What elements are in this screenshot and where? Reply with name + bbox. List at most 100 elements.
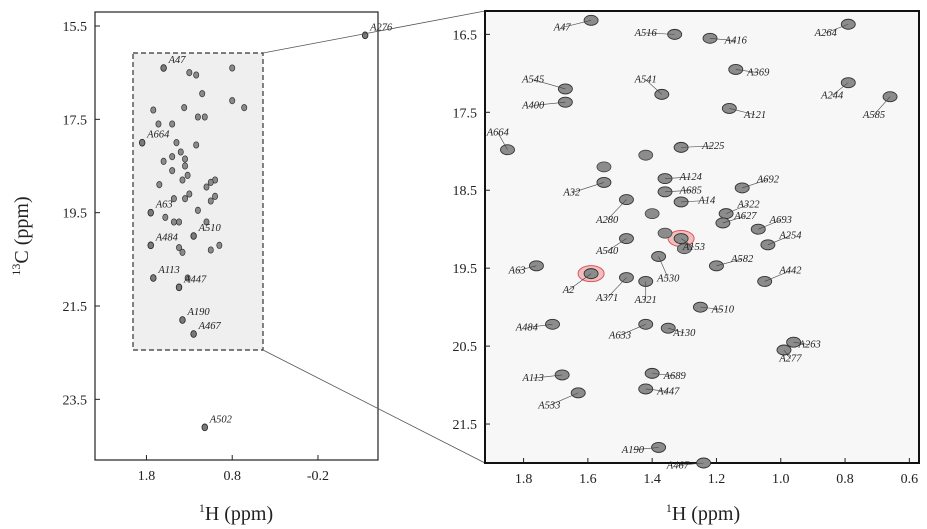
peak-label: A254	[778, 231, 802, 242]
peak-label: A484	[515, 323, 539, 334]
peak-point	[229, 97, 236, 105]
overview-peaks: A47 A276 A664 A63 A484 A510 A113 A447 A190 A467 A5…	[138, 22, 393, 432]
peak-label: A533	[537, 400, 560, 411]
peak-label: A63	[155, 200, 173, 211]
peak-point	[150, 106, 157, 114]
peak-label: A530	[656, 273, 680, 284]
peak-label: A47	[553, 22, 572, 33]
x-tick-label: 1.8	[138, 469, 156, 484]
peak-label: A627	[733, 211, 757, 222]
y-tick-label: 23.5	[63, 393, 88, 408]
peak-point	[203, 183, 210, 191]
y-tick-label: 17.5	[453, 106, 478, 121]
peak-point	[216, 241, 223, 249]
peak-point	[179, 248, 186, 256]
peak-leader-line	[735, 69, 759, 73]
peak-label: A280	[595, 215, 619, 226]
peak-point	[176, 218, 182, 226]
peak-label: A447	[183, 274, 207, 285]
peak-label: A121	[743, 110, 766, 121]
peak-label: A664	[146, 130, 170, 141]
peak-leader-line	[533, 374, 563, 379]
peak-label: A190	[186, 307, 210, 318]
peak-point	[207, 246, 214, 254]
overview-x-axis-title: 1H (ppm)	[199, 501, 273, 525]
peak-leader-line	[677, 462, 704, 466]
peak-point	[190, 330, 197, 338]
peak-point	[207, 197, 214, 205]
peak-leader-line	[645, 32, 675, 35]
x-tick-label: 0.8	[223, 469, 241, 484]
peak-leader-line	[645, 388, 669, 392]
peak-label: A263	[798, 340, 821, 351]
peak-leader-line	[606, 199, 627, 221]
peak-label: A510	[198, 223, 222, 234]
peak-label: A63	[508, 266, 526, 277]
peak-label: A467	[666, 460, 690, 471]
peak-leader-line	[722, 215, 746, 224]
peak-leader-line	[568, 273, 592, 291]
zoomed-peak-labels: A47 A516 A416 A264 A369 A541 A545 A400 A244 A121 A…	[486, 20, 891, 471]
peak-point	[169, 120, 176, 128]
peak-label: A692	[756, 174, 780, 185]
peak-point	[207, 178, 214, 186]
peak-label: A14	[697, 195, 716, 206]
y-tick-label: 17.5	[63, 113, 88, 128]
peak-label: A124	[679, 172, 703, 183]
peak-point	[179, 176, 186, 184]
x-tick-label: 1.8	[515, 472, 533, 487]
peak-leader-line	[681, 145, 714, 148]
peak-leader-line	[681, 200, 707, 203]
peak-point	[150, 274, 157, 282]
peak-point	[184, 171, 191, 179]
peak-point	[169, 167, 176, 175]
y-tick-label: 21.5	[453, 418, 478, 433]
peak-point	[179, 316, 186, 324]
x-tick-label: 1.4	[643, 472, 661, 487]
peak-leader-line	[665, 176, 691, 179]
peak-label: A190	[621, 445, 645, 456]
peak-leader-line	[725, 204, 749, 214]
peak-leader-line	[710, 37, 736, 42]
peak-point	[182, 162, 188, 170]
peak-point	[169, 153, 176, 161]
peak-label: A502	[209, 414, 233, 425]
y-tick-label: 19.5	[453, 262, 478, 277]
peak-point	[160, 157, 167, 165]
peak-point	[177, 148, 184, 156]
peak-point	[201, 423, 208, 432]
peak-point	[193, 71, 200, 79]
peak-leader-line	[873, 96, 891, 115]
peak-leader-line	[517, 265, 537, 271]
peak-point	[194, 206, 201, 214]
peak-leader-line	[764, 270, 791, 282]
peak-leader-line	[767, 235, 791, 246]
zoom-connector-top	[262, 10, 486, 54]
peak-label: A276	[369, 22, 393, 33]
peak-leader-line	[668, 327, 685, 334]
peak-point	[657, 227, 673, 239]
peak-label: A113	[522, 373, 544, 384]
peak-point	[162, 213, 169, 221]
peak-point	[186, 190, 193, 198]
x-tick-label: -0.2	[307, 469, 329, 484]
peak-leader-line	[533, 101, 566, 106]
peak-point	[182, 195, 188, 203]
peak-label: A321	[634, 295, 657, 306]
peak-leader-line	[526, 323, 553, 328]
peak-label: A130	[672, 328, 696, 339]
peak-label: A400	[521, 100, 545, 111]
peak-point	[201, 113, 208, 121]
zoom-connector-lines	[262, 10, 486, 464]
peak-point	[176, 244, 182, 252]
peak-point	[194, 113, 201, 121]
peak-label: A516	[634, 28, 658, 39]
peak-point	[170, 218, 177, 226]
peak-point	[147, 208, 154, 217]
peak-label: A2	[562, 285, 575, 296]
peak-label: A47	[168, 55, 187, 66]
peak-label: A545	[521, 75, 544, 86]
peak-label: A484	[155, 232, 179, 243]
zoomed-axes: 1.8 1.6 1.4 1.2 1.0 0.8 0.6 16.5 17.5 18.5 19.5 20.…	[453, 28, 919, 487]
peak-point	[147, 241, 154, 250]
